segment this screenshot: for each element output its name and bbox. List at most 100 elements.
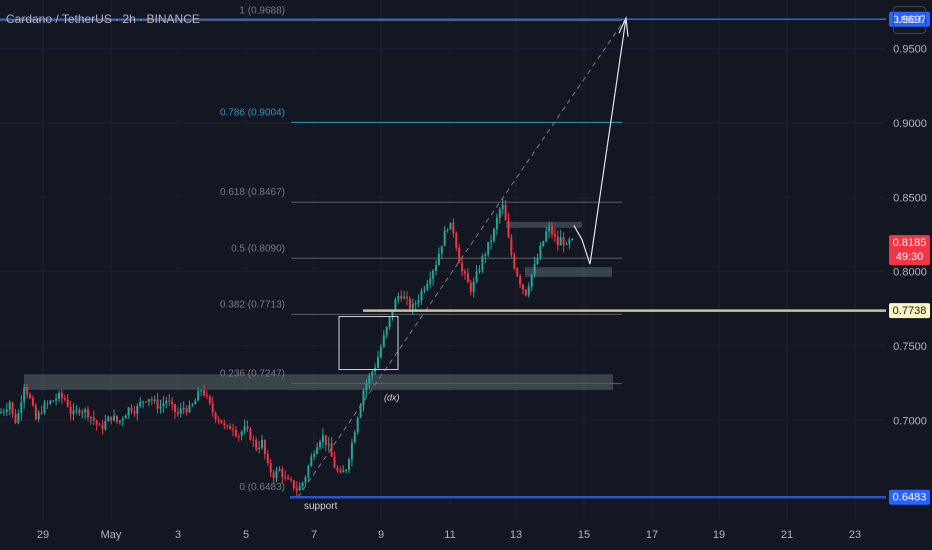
candle-body [487, 241, 490, 255]
price-badge [889, 303, 930, 319]
candle-body [229, 426, 232, 430]
fib-trend-line [297, 20, 625, 498]
price-badge-text: 0.7738 [893, 305, 927, 317]
candle-body [72, 410, 75, 415]
candle-body [455, 233, 458, 248]
candle-body [174, 404, 176, 412]
candle-body [261, 440, 263, 448]
drawings[interactable] [0, 15, 886, 499]
candle-body [408, 298, 411, 309]
candle-body [78, 409, 81, 414]
candle-body [165, 400, 168, 404]
candle-body [121, 418, 124, 421]
zones [24, 221, 613, 390]
candle-body [49, 400, 52, 404]
y-axis[interactable]: 0.9500 0.9000 0.8500 0.8000 0.7500 0.7000 [893, 44, 927, 428]
candle-body [179, 408, 182, 414]
candle-body [168, 400, 171, 402]
candle-body [437, 253, 440, 266]
candle-body [46, 403, 49, 405]
candle-body [556, 236, 559, 246]
candle-body [292, 480, 295, 489]
fib-level-label: 0.382 (0.7713) [220, 299, 285, 310]
price-badge-text: 0.9697 [893, 14, 927, 26]
candle-body [435, 265, 437, 271]
candle-body [200, 390, 203, 392]
candle-body [536, 258, 539, 264]
currency-button[interactable]: USDT [893, 6, 926, 34]
candle-body [176, 411, 179, 414]
candle-body [2, 411, 5, 413]
candle-body [466, 273, 469, 283]
x-axis[interactable]: 29 May 3 5 7 9 11 13 15 17 19 21 23 [37, 529, 861, 541]
candle-body [31, 398, 34, 406]
candle-body [290, 479, 292, 481]
fib-level-label: 0.236 (0.7247) [220, 369, 285, 380]
fib-level-label: 0.618 (0.8467) [220, 187, 285, 198]
candle-body [452, 222, 455, 234]
candle-body [513, 254, 516, 269]
candle-body [464, 271, 466, 274]
y-tick-label: 0.9000 [893, 118, 927, 130]
fib-level-label: 0 (0.6483) [239, 482, 285, 493]
candle-body [95, 420, 98, 425]
candle-body [278, 469, 281, 471]
candle-body [92, 417, 95, 421]
candle-body [249, 428, 252, 440]
candle-body [252, 439, 255, 441]
candle-body [130, 407, 133, 412]
candle-body [147, 399, 150, 402]
candle-body [240, 431, 243, 436]
candle-body [394, 299, 397, 312]
candle-body [382, 335, 385, 347]
candle-body [524, 289, 527, 296]
price-badge [889, 235, 930, 266]
candle-body [214, 412, 217, 420]
candle-body [75, 409, 78, 411]
candle-body [8, 402, 11, 410]
x-tick-label: 23 [849, 529, 861, 541]
projection-arrowhead [618, 15, 629, 37]
y-tick-label: 0.9500 [893, 44, 927, 56]
candle-body [159, 406, 162, 409]
candle-body [81, 412, 84, 414]
x-tick-label: 5 [243, 529, 249, 541]
candle-body [84, 409, 87, 413]
candle-body [321, 435, 324, 442]
candle-body [194, 400, 197, 405]
candle-body [313, 453, 316, 457]
candle-body [493, 229, 495, 241]
price-badge [889, 11, 930, 27]
candle-body [368, 375, 371, 384]
candle-body [330, 443, 333, 457]
candle-body [226, 425, 229, 427]
candle-body [11, 402, 14, 415]
candle-body [324, 435, 327, 445]
chart-title: Cardano / TetherUS · 2h · BINANCE [6, 12, 200, 26]
candle-body [139, 401, 142, 406]
candle-body [423, 289, 426, 291]
candle-body [530, 274, 533, 287]
candle-body [307, 466, 310, 478]
candle-body [339, 470, 342, 473]
candle-body [443, 230, 446, 246]
range-bottom-zone [525, 267, 612, 277]
candle-body [153, 399, 156, 401]
candle-body [490, 240, 493, 242]
candle-body [429, 278, 432, 284]
candle-body [104, 421, 107, 430]
range-top-zone [506, 221, 582, 228]
candle-body [304, 477, 307, 483]
candle-body [440, 245, 443, 254]
candle-body [510, 237, 513, 255]
candle-body [403, 296, 406, 299]
candle-body [52, 400, 55, 402]
candle-body [548, 226, 551, 232]
price-badge-countdown: 49:30 [896, 251, 924, 263]
candle-body [156, 399, 159, 409]
grid [0, 0, 886, 520]
y-tick-label: 0.8500 [893, 192, 927, 204]
candle-body [345, 469, 348, 471]
candle-body [379, 346, 382, 358]
